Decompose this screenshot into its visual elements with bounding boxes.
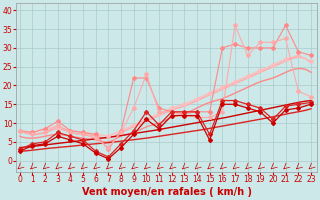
X-axis label: Vent moyen/en rafales ( km/h ): Vent moyen/en rafales ( km/h )	[82, 187, 252, 197]
